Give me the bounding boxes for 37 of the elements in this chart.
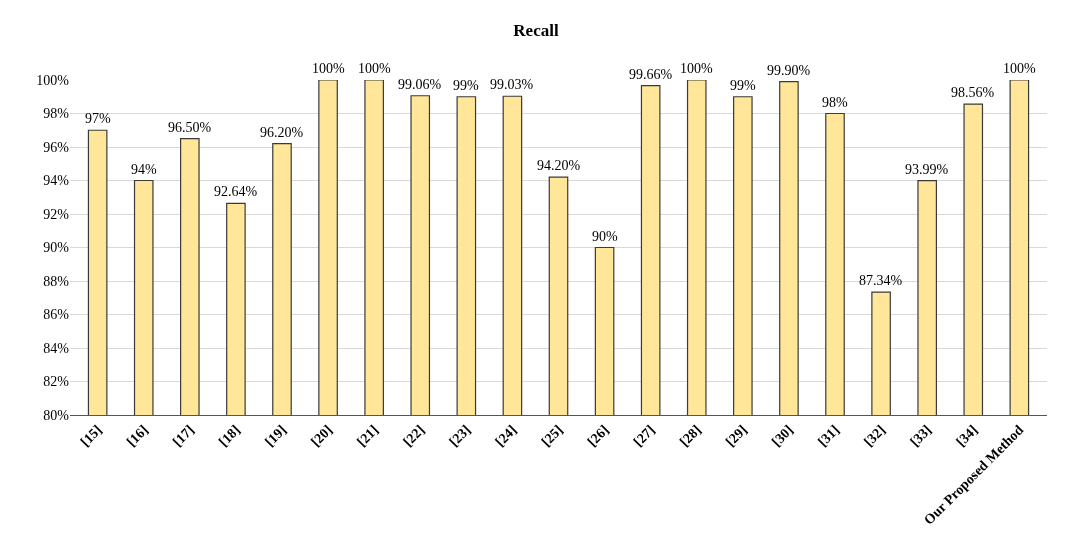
- y-tick-label: 84%: [43, 340, 70, 356]
- data-label: 99.90%: [767, 63, 811, 78]
- data-label: 99.66%: [629, 67, 673, 82]
- data-label: 99.06%: [398, 77, 442, 92]
- y-tick-label: 82%: [43, 374, 70, 390]
- data-label: 96.20%: [260, 125, 304, 140]
- data-label: 90%: [592, 229, 618, 244]
- x-tick-label: [25]: [538, 422, 566, 450]
- data-label: 94.20%: [537, 158, 581, 173]
- data-label: 100%: [312, 61, 345, 76]
- data-label: 100%: [1003, 61, 1036, 76]
- y-tick-label: 96%: [43, 139, 70, 155]
- data-label: 100%: [680, 61, 713, 76]
- data-label: 96.50%: [168, 120, 212, 135]
- y-tick-label: 92%: [43, 206, 70, 222]
- y-tick-label: 90%: [43, 240, 70, 256]
- data-label: 97%: [85, 111, 111, 126]
- data-label: 87.34%: [859, 273, 903, 288]
- x-tick-label: [27]: [630, 422, 658, 450]
- y-tick-label: 86%: [43, 307, 70, 323]
- data-label: 98.56%: [951, 85, 995, 100]
- chart-title: Recall: [513, 21, 559, 41]
- data-label: 93.99%: [905, 162, 949, 177]
- y-tick-label: 100%: [36, 72, 70, 88]
- data-label: 94%: [131, 162, 157, 177]
- data-label: 98%: [822, 95, 848, 110]
- y-tick-label: 98%: [43, 106, 70, 122]
- data-label: 92.64%: [214, 184, 258, 199]
- x-tick-label: [26]: [584, 422, 612, 450]
- y-tick-label: 88%: [43, 273, 70, 289]
- data-label: 99.03%: [490, 77, 534, 92]
- y-tick-label: 94%: [43, 173, 70, 189]
- y-tick-label: 80%: [43, 407, 70, 423]
- data-label: 100%: [358, 61, 391, 76]
- data-label: 99%: [453, 78, 479, 93]
- data-label: 99%: [730, 78, 756, 93]
- x-tick-label: [15]: [77, 422, 105, 450]
